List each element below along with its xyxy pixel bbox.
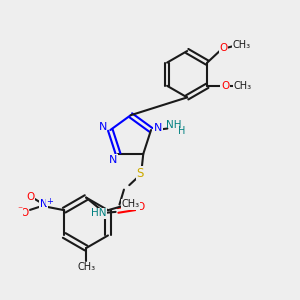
Text: N: N <box>109 155 117 165</box>
Text: CH₃: CH₃ <box>232 40 250 50</box>
Text: O: O <box>26 192 34 202</box>
Text: O: O <box>21 208 29 218</box>
Text: NH: NH <box>166 120 181 130</box>
Text: ⁻: ⁻ <box>17 205 22 215</box>
Text: H: H <box>178 127 185 136</box>
Text: CH₃: CH₃ <box>234 81 252 91</box>
Text: S: S <box>136 167 144 180</box>
Text: N: N <box>154 123 162 133</box>
Text: +: + <box>46 197 53 206</box>
Text: N: N <box>40 199 47 209</box>
Text: HN: HN <box>91 208 106 218</box>
Text: O: O <box>136 202 144 212</box>
Text: CH₃: CH₃ <box>77 262 95 272</box>
Text: N: N <box>98 122 107 132</box>
Text: CH₃: CH₃ <box>121 199 139 209</box>
Text: O: O <box>220 43 228 53</box>
Text: O: O <box>221 81 229 91</box>
